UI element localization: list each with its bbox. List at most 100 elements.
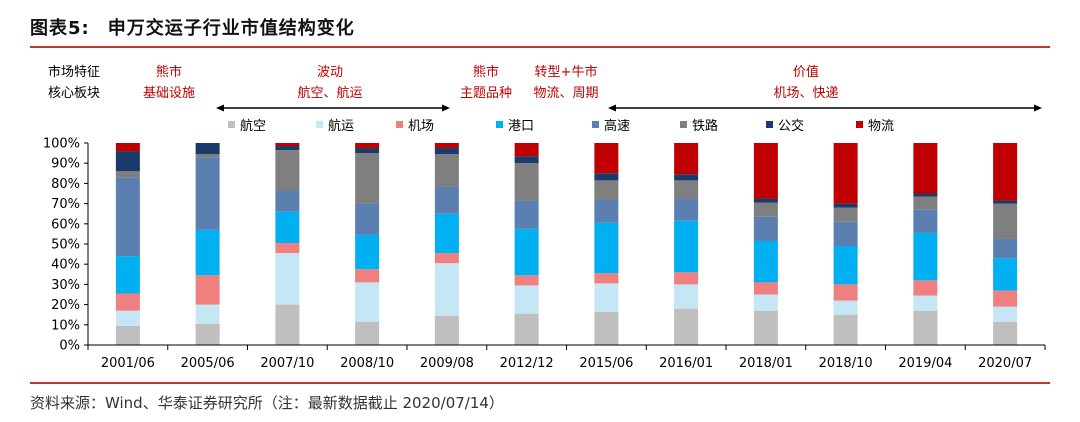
bar-segment-物流 — [115, 143, 140, 152]
bar-segment-机场 — [195, 275, 220, 305]
bar-stack-2001-06 — [115, 143, 140, 345]
legend-item-物流: 物流 — [856, 119, 894, 134]
bar-segment-机场 — [753, 282, 778, 295]
legend-swatch — [316, 121, 323, 128]
x-tick-label: 2007/10 — [260, 356, 314, 371]
bar-segment-机场 — [833, 284, 858, 301]
bar-segment-铁路 — [434, 154, 459, 187]
phase-2-arrow-head-left — [216, 104, 224, 112]
bar-segment-航空 — [674, 308, 699, 345]
phase-5-sector: 机场、快递 — [773, 86, 838, 101]
bar-segment-港口 — [594, 222, 619, 274]
x-tick-label: 2005/06 — [181, 356, 235, 371]
bar-segment-航运 — [674, 284, 699, 309]
y-tick-label: 30% — [51, 278, 80, 293]
bar-stack-2012-12 — [514, 143, 539, 345]
x-tick-label: 2008/10 — [340, 356, 394, 371]
legend-swatch — [496, 121, 503, 128]
phase-2-market: 波动 — [317, 65, 343, 80]
bar-segment-公交 — [434, 148, 459, 155]
bars — [115, 143, 1018, 345]
figure-title-label: 图表5: — [30, 18, 90, 39]
bar-segment-公交 — [355, 148, 380, 154]
x-tick-label: 2018/01 — [739, 356, 793, 371]
bar-segment-物流 — [993, 143, 1018, 201]
bar-segment-高速 — [594, 199, 619, 223]
legend-swatch — [592, 121, 599, 128]
y-axis: 0% 10% 20% 30% 40% 50% 60% 70% 80% 90% 100% — [43, 137, 89, 354]
bar-segment-港口 — [275, 211, 300, 243]
bar-segment-公交 — [753, 198, 778, 203]
phase-arrows — [216, 104, 1042, 112]
x-tick-label: 2019/04 — [898, 356, 952, 371]
bar-segment-港口 — [195, 229, 220, 276]
bar-segment-航空 — [913, 310, 938, 345]
bar-stack-2009-08 — [434, 143, 459, 345]
legend-item-铁路: 铁路 — [680, 118, 718, 134]
bar-segment-高速 — [355, 203, 380, 235]
bar-segment-机场 — [674, 272, 699, 285]
bar-segment-航空 — [753, 310, 778, 345]
bar-segment-铁路 — [594, 180, 619, 200]
bar-segment-港口 — [833, 246, 858, 285]
bar-segment-港口 — [674, 220, 699, 273]
bar-segment-航空 — [594, 311, 619, 345]
legend-item-公交: 公交 — [766, 118, 804, 134]
bar-segment-航运 — [514, 285, 539, 314]
x-tick-label: 2012/12 — [500, 356, 554, 371]
header-row-label-sector: 核心板块 — [48, 86, 100, 101]
bar-segment-公交 — [993, 200, 1018, 204]
bar-segment-高速 — [115, 177, 140, 257]
bar-segment-高速 — [833, 221, 858, 247]
legend-swatch — [396, 121, 403, 128]
x-tick-label: 2020/07 — [978, 356, 1032, 371]
legend-label: 航空 — [240, 118, 266, 134]
bar-stack-2007-10 — [275, 143, 300, 345]
bar-segment-港口 — [115, 256, 140, 294]
bar-segment-高速 — [913, 209, 938, 233]
y-tick-label: 70% — [51, 197, 80, 212]
bar-segment-公交 — [275, 146, 300, 151]
bar-segment-物流 — [913, 143, 938, 194]
bar-segment-物流 — [833, 143, 858, 204]
bar-stack-2015-06 — [594, 143, 619, 345]
figure-title-text: 申万交运子行业市值结构变化 — [107, 18, 355, 39]
bar-segment-港口 — [913, 232, 938, 281]
bar-segment-航空 — [514, 313, 539, 345]
source-divider — [30, 382, 1050, 384]
chart-legend: 航空 航运 机场 港口 高速 铁路 公交 物流 — [228, 118, 894, 134]
bar-stack-2019-04 — [913, 143, 938, 345]
legend-label: 高速 — [604, 118, 630, 134]
bar-segment-铁路 — [993, 203, 1018, 239]
bar-stack-2016-01 — [674, 143, 699, 345]
y-tick-label: 0% — [59, 339, 80, 354]
legend-label: 机场 — [408, 119, 434, 134]
y-tick-label: 50% — [51, 238, 80, 253]
legend-label: 航运 — [328, 118, 354, 134]
bar-segment-铁路 — [115, 171, 140, 178]
bar-segment-物流 — [674, 143, 699, 175]
y-tick-label: 60% — [51, 217, 80, 232]
bar-segment-航运 — [913, 295, 938, 311]
bar-segment-公交 — [115, 151, 140, 172]
bar-segment-铁路 — [674, 180, 699, 199]
bar-segment-机场 — [355, 269, 380, 283]
bar-stack-2018-01 — [753, 143, 778, 345]
header-row-label-market: 市场特征 — [48, 64, 100, 80]
bar-segment-高速 — [514, 200, 539, 229]
bar-segment-航运 — [195, 304, 220, 324]
bar-segment-航运 — [275, 253, 300, 305]
title-divider — [30, 46, 1050, 48]
bar-segment-物流 — [514, 143, 539, 157]
y-tick-label: 20% — [51, 298, 80, 313]
bar-segment-航运 — [594, 283, 619, 312]
legend-label: 铁路 — [692, 118, 718, 134]
phase-1-sector: 基础设施 — [143, 86, 195, 101]
bar-segment-高速 — [275, 190, 300, 212]
phase-5-arrow-head-left — [608, 104, 616, 112]
bar-stack-2008-10 — [355, 143, 380, 345]
legend-swatch — [680, 121, 687, 128]
stacked-bar-chart: 市场特征 核心板块 熊市 基础设施 波动 航空、航运 熊市 主题品种 转型+牛市… — [43, 64, 1046, 371]
bar-segment-公交 — [674, 174, 699, 181]
phase-4-sector: 物流、周期 — [533, 86, 598, 101]
